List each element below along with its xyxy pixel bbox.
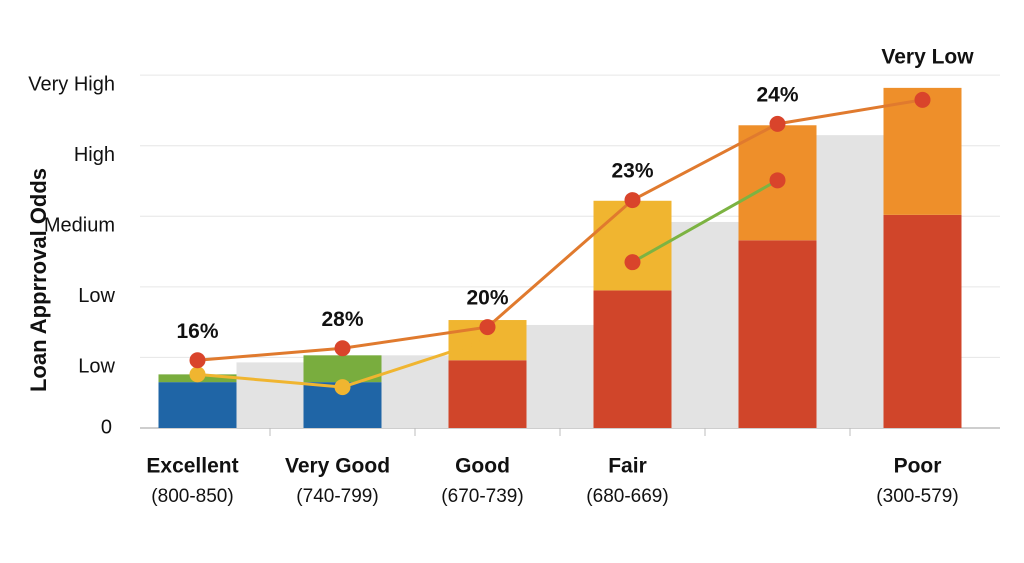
x-tick-sublabel: (800-850)	[151, 486, 233, 507]
y-tick-label: High	[74, 144, 115, 166]
shadow-bar	[671, 221, 739, 428]
line	[197, 98, 923, 362]
x-tick-label: Poor	[894, 455, 942, 478]
line-marker	[479, 331, 496, 348]
annotation: 28%	[321, 308, 363, 331]
bar-segment	[448, 360, 527, 428]
annotation: 16%	[176, 320, 218, 343]
x-tick-label: Good	[455, 455, 510, 478]
line-marker	[769, 172, 786, 189]
y-tick-label: Low	[78, 356, 115, 378]
x-tick-label: Very Good	[285, 455, 390, 478]
annotation: 20%	[466, 287, 508, 310]
bar-segment	[738, 240, 817, 428]
line-marker	[334, 379, 351, 396]
x-tick-sublabel: (740-799)	[296, 486, 378, 507]
y-tick-label: Low	[78, 285, 115, 307]
line-marker	[914, 91, 931, 108]
x-tick-label: Fair	[608, 455, 647, 478]
line-marker	[189, 366, 206, 383]
shadow-bar	[236, 362, 304, 428]
line-marker	[189, 352, 206, 369]
x-tick-sublabel: (670-739)	[441, 486, 523, 507]
line	[631, 179, 779, 264]
bar-segment	[883, 214, 962, 428]
line-marker	[479, 319, 496, 336]
annotation: Very Low	[881, 45, 974, 68]
shadow-bar	[381, 355, 449, 428]
x-tick-sublabel: (680-669)	[586, 486, 668, 507]
y-tick-label: 0	[101, 416, 112, 438]
shadow-bar	[526, 324, 594, 428]
annotation: 24%	[756, 83, 798, 106]
annotation: 23%	[611, 160, 653, 183]
bar-segment	[883, 87, 962, 215]
line-marker	[769, 115, 786, 132]
bar-segment	[593, 200, 672, 291]
shadow-bar	[816, 135, 884, 428]
bar-segment	[158, 382, 237, 428]
y-tick-label: Very High	[28, 73, 115, 95]
line-marker	[334, 340, 351, 357]
bar-segment	[593, 290, 672, 428]
y-tick-label: Medium	[44, 215, 115, 237]
x-tick-label: Excellent	[146, 455, 238, 478]
x-tick-sublabel: (300-579)	[876, 486, 958, 507]
y-axis-title: Loan Apprroval Odds	[26, 168, 51, 392]
line-marker	[624, 192, 641, 209]
line-marker	[624, 254, 641, 271]
